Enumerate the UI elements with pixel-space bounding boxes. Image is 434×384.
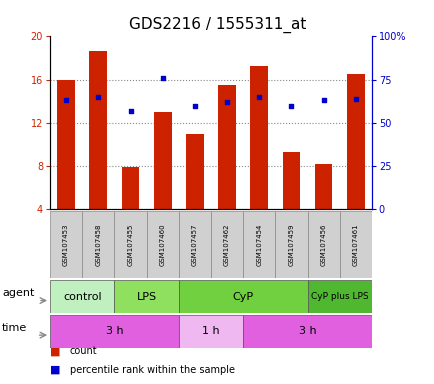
Bar (82, 211, 114, 278)
Bar (114, 211, 146, 278)
Bar (250, 66, 267, 209)
Text: GDS2216 / 1555311_at: GDS2216 / 1555311_at (128, 17, 306, 33)
Bar (307, 280, 371, 313)
Text: time: time (2, 323, 27, 333)
Text: GSM107459: GSM107459 (288, 223, 294, 266)
Point (95, 94, 102, 100)
Point (223, 99, 230, 105)
Bar (114, 280, 178, 313)
Bar (178, 211, 210, 278)
Text: GSM107460: GSM107460 (159, 223, 165, 266)
Bar (178, 280, 307, 313)
Text: 3 h: 3 h (298, 326, 316, 336)
Text: GSM107457: GSM107457 (191, 223, 197, 266)
Bar (146, 211, 178, 278)
Text: GSM107462: GSM107462 (224, 223, 230, 266)
Bar (57, 80, 75, 209)
Text: ■: ■ (50, 346, 60, 356)
Bar (346, 74, 364, 209)
Text: GSM107458: GSM107458 (95, 223, 101, 266)
Point (255, 94, 262, 100)
Text: GSM107455: GSM107455 (127, 223, 133, 266)
Text: agent: agent (2, 288, 34, 298)
Text: control: control (63, 291, 101, 302)
Text: count: count (69, 346, 97, 356)
Bar (243, 315, 371, 348)
Text: ■: ■ (50, 365, 60, 375)
Bar (89, 51, 107, 209)
Bar (314, 164, 332, 209)
Bar (50, 211, 82, 278)
Point (287, 103, 294, 109)
Text: GSM107456: GSM107456 (320, 223, 326, 266)
Text: LPS: LPS (136, 291, 156, 302)
Text: GSM107461: GSM107461 (352, 223, 358, 266)
Point (62, 98, 69, 104)
Bar (275, 211, 307, 278)
Text: GSM107453: GSM107453 (63, 223, 69, 266)
Bar (282, 152, 299, 209)
Bar (339, 211, 371, 278)
Bar (210, 211, 243, 278)
Point (191, 103, 198, 109)
Bar (50, 280, 114, 313)
Text: GSM107454: GSM107454 (256, 223, 262, 266)
Text: 1 h: 1 h (202, 326, 219, 336)
Text: CyP plus LPS: CyP plus LPS (310, 292, 368, 301)
Bar (50, 315, 178, 348)
Bar (186, 134, 203, 209)
Text: percentile rank within the sample: percentile rank within the sample (69, 365, 234, 375)
Point (127, 108, 134, 114)
Bar (218, 85, 235, 209)
Point (352, 96, 358, 102)
Bar (243, 211, 275, 278)
Bar (178, 315, 243, 348)
Text: 3 h: 3 h (105, 326, 123, 336)
Text: CyP: CyP (232, 291, 253, 302)
Bar (154, 112, 171, 209)
Bar (122, 167, 139, 209)
Point (159, 75, 166, 81)
Point (319, 98, 326, 104)
Bar (307, 211, 339, 278)
